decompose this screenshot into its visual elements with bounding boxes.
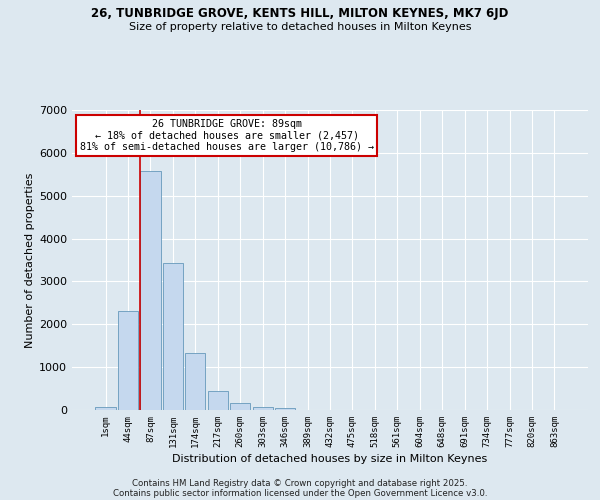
Text: Contains HM Land Registry data © Crown copyright and database right 2025.: Contains HM Land Registry data © Crown c… [132, 478, 468, 488]
Bar [253, 407, 273, 410]
Bar [208, 390, 228, 410]
Bar [230, 403, 250, 410]
Text: 26, TUNBRIDGE GROVE, KENTS HILL, MILTON KEYNES, MK7 6JD: 26, TUNBRIDGE GROVE, KENTS HILL, MILTON … [91, 8, 509, 20]
Bar [275, 408, 295, 410]
Y-axis label: Number of detached properties: Number of detached properties [25, 172, 35, 348]
Bar [140, 171, 161, 410]
Text: Contains public sector information licensed under the Open Government Licence v3: Contains public sector information licen… [113, 488, 487, 498]
Bar [163, 263, 183, 410]
Bar [118, 312, 138, 410]
Bar [185, 354, 205, 410]
Bar [95, 407, 116, 410]
X-axis label: Distribution of detached houses by size in Milton Keynes: Distribution of detached houses by size … [172, 454, 488, 464]
Text: 26 TUNBRIDGE GROVE: 89sqm
← 18% of detached houses are smaller (2,457)
81% of se: 26 TUNBRIDGE GROVE: 89sqm ← 18% of detac… [80, 119, 374, 152]
Text: Size of property relative to detached houses in Milton Keynes: Size of property relative to detached ho… [129, 22, 471, 32]
